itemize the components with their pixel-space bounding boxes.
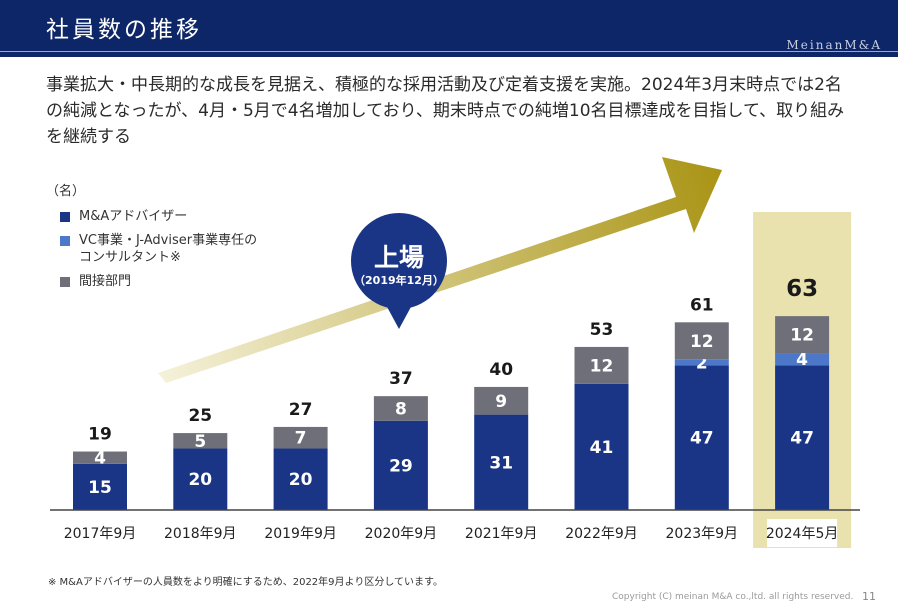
page-number: 11 [862,590,876,603]
category-label: 2019年9月 [264,526,337,542]
bar-segment [474,386,529,415]
legend-label-indirect: 間接部門 [79,274,132,289]
legend-item-indirect: 間接部門 [60,273,257,290]
segment-label: 41 [590,438,614,458]
total-label: 27 [289,400,313,420]
legend-item-consultant: VC事業・J-Adviser事業専任の コンサルタント※ [60,232,257,266]
bar-segment [73,451,127,464]
segment-label: 4 [94,449,106,469]
segment-label: 20 [188,470,212,490]
total-label: 40 [489,360,513,380]
bar-segment [373,396,428,421]
segment-label: 20 [289,470,313,490]
chart-unit-label: （名） [46,184,86,199]
segment-label: 9 [495,392,507,412]
category-label: 2020年9月 [365,526,438,542]
total-label: 19 [88,425,112,445]
total-label: 53 [590,320,614,340]
legend-label-advisor: M&Aアドバイザー [79,209,188,224]
segment-label: 29 [389,456,413,476]
bar-segment [173,433,228,449]
listing-callout: 上場 （2019年12月） [351,213,447,329]
segment-label: 15 [88,478,112,498]
segment-label: 7 [295,429,307,449]
bar-segment [474,414,529,510]
total-label: 25 [188,406,212,426]
copyright: Copyright (C) meinan M&A co.,ltd. all ri… [612,592,854,602]
segment-label: 12 [790,326,814,346]
legend-swatch-indirect [60,277,70,287]
header-divider [0,51,898,52]
bar-segment [73,463,127,510]
bar-segment [173,448,228,510]
total-label: 63 [786,276,818,302]
callout-title: 上場 [374,243,424,272]
total-label: 61 [690,295,714,315]
bar-segment [775,353,830,366]
growth-arrow [158,157,722,383]
category-label: 2023年9月 [666,526,739,542]
bar-segment [574,346,629,384]
bar-segment [273,426,328,449]
legend-item-advisor: M&Aアドバイザー [60,208,257,225]
bar-segment [273,448,328,510]
chart-legend: M&Aアドバイザー VC事業・J-Adviser事業専任の コンサルタント※ 間… [60,208,257,297]
page-title: 社員数の推移 [46,17,202,43]
legend-swatch-advisor [60,212,70,222]
segment-label: 12 [690,332,714,352]
segment-label: 5 [194,432,206,452]
segment-label: 31 [489,453,513,473]
category-label: 2018年9月 [164,526,237,542]
header-bar: 社員数の推移 MeinanM&A [0,0,898,57]
legend-swatch-consultant [60,236,70,246]
lead-text: 事業拡大・中長期的な成長を見据え、積極的な採用活動及び定着支援を実施。2024年… [46,75,845,147]
segment-label: 8 [395,399,407,419]
bar-segment [373,420,428,510]
bar-segment [775,365,830,510]
bar-segment [674,365,729,510]
category-label: 2021年9月 [465,526,538,542]
segment-label: 12 [590,356,614,376]
bar-segment [674,359,729,366]
total-label: 37 [389,369,413,389]
bar-segment [775,316,830,354]
category-label: 2024年5月 [766,526,839,542]
segment-label: 47 [790,429,814,449]
legend-label-consultant: VC事業・J-Adviser事業専任の コンサルタント※ [79,233,258,265]
category-highlight-box [767,519,838,547]
segment-label: 2 [696,353,708,373]
bar-segment [574,383,629,510]
footnote: ※ M&Aアドバイザーの人員数をより明確にするため、2022年9月より区分してい… [48,577,444,588]
category-label: 2017年9月 [64,526,137,542]
bar-segment [674,322,729,360]
segment-label: 47 [690,429,714,449]
callout-subtitle: （2019年12月） [354,273,444,287]
brand-logo-text: MeinanM&A [786,38,882,52]
segment-label: 4 [796,350,808,370]
category-label: 2022年9月 [565,526,638,542]
